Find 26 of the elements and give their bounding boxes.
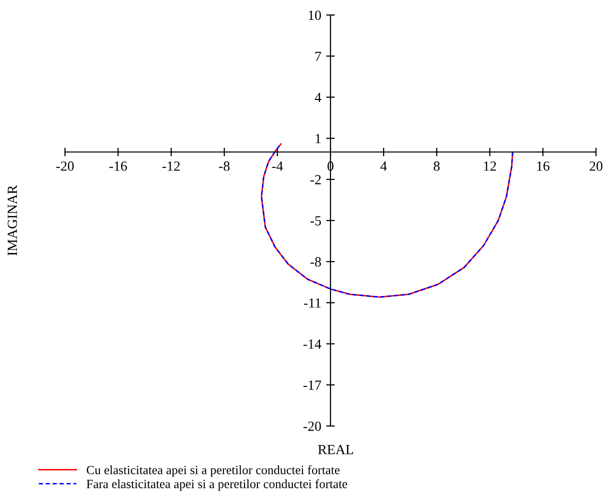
- x-tick-label: 16: [537, 161, 550, 171]
- x-tick-label: 4: [380, 162, 387, 171]
- y-tick-label: -11: [304, 298, 321, 308]
- line-series: [260, 143, 514, 298]
- x-tick-label: 8: [434, 161, 440, 171]
- x-tick-label: 12: [484, 161, 496, 171]
- x-tick-label: -4: [272, 162, 283, 171]
- y-tick-label: -8: [310, 257, 321, 267]
- x-axis-title: REAL: [318, 444, 354, 454]
- legend-label: Fara elasticitatea apei si a peretilor conductei fortate: [86, 479, 348, 491]
- y-tick-label: -17: [303, 380, 322, 390]
- y-tick-label: 4: [314, 92, 322, 102]
- y-tick-label: -20: [303, 422, 321, 431]
- x-tick-label: -16: [109, 161, 127, 171]
- legend-label: Cu elasticitatea apei si a peretilor conductei fortate: [86, 465, 340, 477]
- x-tick-label: -12: [162, 161, 180, 171]
- y-tick-label: -5: [310, 216, 321, 226]
- y-axis-title: IMAGINAR: [8, 185, 18, 256]
- y-tick-label: -2: [310, 175, 321, 184]
- x-tick-label: -8: [219, 161, 230, 171]
- x-tick-label: 20: [590, 161, 602, 171]
- y-tick-label: 10: [308, 10, 321, 20]
- x-tick-label: -20: [56, 161, 74, 171]
- y-tick-label: -14: [303, 339, 322, 349]
- y-tick-label: 1: [316, 134, 321, 144]
- y-tick-label: 7: [315, 52, 322, 61]
